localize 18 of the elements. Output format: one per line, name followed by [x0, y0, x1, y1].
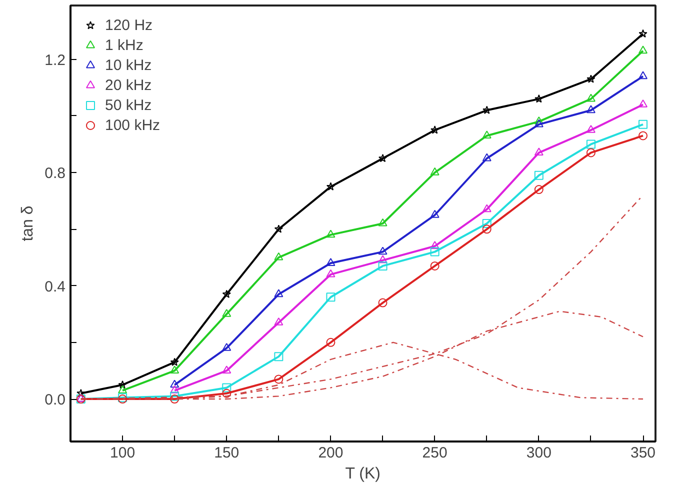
- y-tick-label: 0.8: [44, 165, 66, 182]
- x-axis-title: T (K): [345, 466, 380, 482]
- x-tick-label: 200: [318, 444, 344, 462]
- x-tick-label: 100: [110, 444, 136, 462]
- legend-label: 20 kHz: [105, 76, 152, 94]
- x-tick-label: 300: [526, 444, 552, 462]
- y-tick-label: 0.4: [44, 278, 66, 296]
- x-tick-label: 350: [630, 444, 656, 462]
- legend-label: 10 kHz: [105, 56, 152, 74]
- legend-label: 100 kHz: [105, 116, 160, 134]
- y-tick-label: 0.0: [44, 392, 66, 409]
- legend-label: 50 kHz: [105, 96, 152, 114]
- x-tick-label: 150: [214, 444, 240, 462]
- y-tick-label: 1.2: [44, 52, 66, 69]
- x-tick-label: 250: [422, 444, 448, 462]
- legend-label: 120 Hz: [105, 16, 153, 34]
- legend-label: 1 kHz: [105, 36, 144, 54]
- y-axis-title: tan δ: [20, 206, 37, 242]
